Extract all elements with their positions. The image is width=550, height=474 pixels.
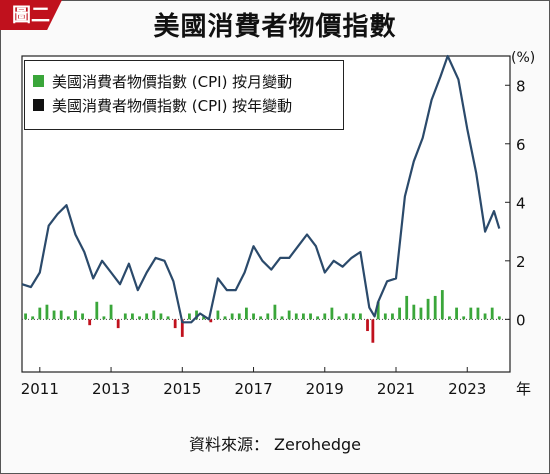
monthly-bar xyxy=(52,310,56,320)
monthly-bar xyxy=(330,307,334,320)
monthly-bar xyxy=(116,319,120,329)
monthly-bar xyxy=(469,307,473,320)
monthly-bar xyxy=(294,313,298,320)
monthly-bar xyxy=(81,313,84,320)
monthly-bar xyxy=(366,319,369,332)
monthly-bar xyxy=(419,307,423,320)
monthly-bar xyxy=(74,310,77,320)
monthly-bar xyxy=(440,290,444,320)
monthly-bar xyxy=(383,313,387,320)
monthly-bar xyxy=(273,304,277,320)
monthly-bar xyxy=(462,316,466,320)
monthly-bar xyxy=(109,304,113,320)
legend-label-monthly: 美國消費者物價指數 (CPI) 按月變動 xyxy=(52,72,293,91)
x-tick-label: 2021 xyxy=(377,380,415,398)
x-tick-label: 2015 xyxy=(163,380,201,398)
monthly-bar xyxy=(245,307,248,320)
monthly-bar xyxy=(323,313,327,320)
monthly-bar xyxy=(344,313,348,320)
monthly-bar xyxy=(412,304,416,320)
y-tick-label: 2 xyxy=(516,253,526,271)
monthly-bar xyxy=(145,313,149,320)
monthly-bar xyxy=(337,316,341,320)
monthly-bar xyxy=(24,313,27,320)
monthly-bar xyxy=(195,310,198,320)
monthly-bar xyxy=(209,319,213,323)
monthly-bar xyxy=(309,313,312,320)
monthly-bar xyxy=(202,316,206,320)
legend-item-monthly: 美國消費者物價指數 (CPI) 按月變動 xyxy=(33,69,343,93)
monthly-bar xyxy=(38,307,42,320)
y-tick-label: 0 xyxy=(516,311,526,329)
monthly-bar xyxy=(455,307,458,320)
monthly-bar xyxy=(180,319,184,337)
legend-label-yearly: 美國消費者物價指數 (CPI) 按年變動 xyxy=(52,96,293,115)
chart-title: 美國消費者物價指數 xyxy=(153,12,397,42)
monthly-bar xyxy=(66,316,70,320)
monthly-bar xyxy=(398,307,401,320)
monthly-bar xyxy=(316,316,320,320)
monthly-bar xyxy=(166,316,170,320)
x-axis-unit: 年 xyxy=(516,380,531,398)
yearly-cpi-line xyxy=(21,54,501,324)
monthly-bar xyxy=(131,313,134,320)
monthly-bar xyxy=(95,301,99,320)
monthly-bar xyxy=(302,313,305,320)
monthly-bar xyxy=(280,316,284,320)
monthly-bar xyxy=(476,307,480,320)
legend-item-yearly: 美國消費者物價指數 (CPI) 按年變動 xyxy=(33,93,343,117)
y-axis-unit: (%) xyxy=(511,50,536,66)
monthly-bar xyxy=(159,313,163,320)
figure-badge: 圖二 xyxy=(0,0,62,30)
monthly-bar xyxy=(405,295,409,320)
legend: 美國消費者物價指數 (CPI) 按月變動 美國消費者物價指數 (CPI) 按年變… xyxy=(24,60,344,130)
y-tick-label: 6 xyxy=(516,136,526,154)
monthly-bar xyxy=(237,313,241,320)
monthly-bar xyxy=(252,313,255,320)
monthly-bar xyxy=(448,316,451,320)
x-tick-label: 2017 xyxy=(234,380,272,398)
monthly-bar xyxy=(173,319,177,329)
monthly-bar xyxy=(230,313,234,320)
monthly-bar xyxy=(102,316,106,320)
monthly-bar xyxy=(188,313,191,320)
monthly-bar xyxy=(216,310,220,320)
monthly-bar xyxy=(391,313,394,320)
source-note: 資料來源： Zerohedge xyxy=(188,435,362,454)
x-tick-label: 2013 xyxy=(92,380,130,398)
monthly-bar xyxy=(490,307,494,320)
monthly-bar xyxy=(31,316,35,320)
monthly-bar xyxy=(433,295,437,320)
monthly-bar xyxy=(358,313,362,320)
x-tick-label: 2011 xyxy=(21,380,59,398)
monthly-bar xyxy=(351,313,355,320)
monthly-bar xyxy=(138,316,141,320)
monthly-bar xyxy=(59,310,63,320)
monthly-bar xyxy=(497,316,501,320)
legend-swatch-monthly xyxy=(33,75,44,87)
monthly-bar xyxy=(223,316,227,320)
y-tick-label: 8 xyxy=(516,77,526,95)
y-tick-label: 4 xyxy=(516,194,526,212)
monthly-bar xyxy=(266,313,270,320)
legend-swatch-yearly xyxy=(33,99,44,111)
monthly-bar xyxy=(259,316,263,320)
monthly-bar xyxy=(287,310,291,320)
monthly-bar xyxy=(88,319,92,326)
monthly-bar xyxy=(123,313,127,320)
x-tick-label: 2023 xyxy=(448,380,486,398)
monthly-bar xyxy=(483,313,487,320)
monthly-bar xyxy=(45,304,49,320)
monthly-bar xyxy=(376,301,380,320)
monthly-bar xyxy=(152,310,156,320)
monthly-bar xyxy=(426,298,430,320)
monthly-bar xyxy=(371,319,375,343)
x-tick-label: 2019 xyxy=(306,380,344,398)
